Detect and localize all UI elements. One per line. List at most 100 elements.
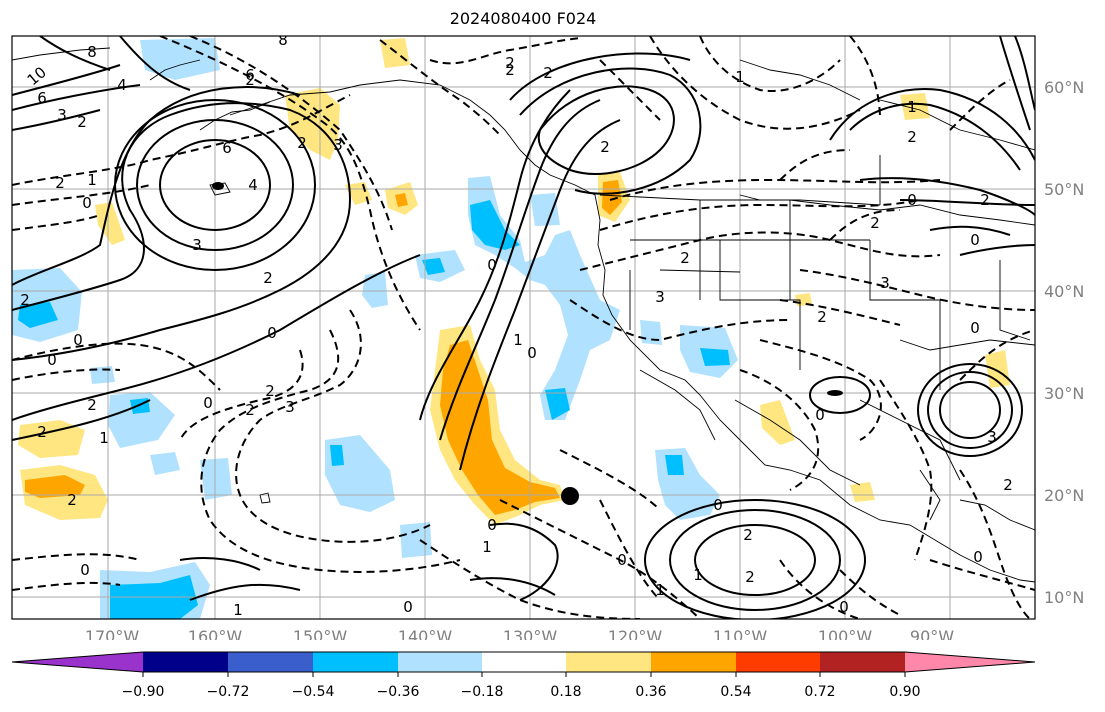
- shade-lightblue-area: [362, 272, 388, 308]
- contour-label: 3: [655, 288, 665, 306]
- contour-label: 1: [99, 429, 109, 447]
- contour-label: 2: [245, 71, 255, 89]
- contour-label: 8: [87, 43, 97, 61]
- map-title: 2024080400 F024: [449, 9, 597, 28]
- map-background: [12, 36, 1035, 619]
- contour-label: 2: [77, 113, 87, 131]
- lon-label: 140°W: [398, 627, 453, 640]
- shade-blue-area: [18, 302, 58, 328]
- colorbar-segment: [905, 652, 1035, 672]
- lat-label: 30°N: [1044, 384, 1084, 403]
- contour-label: 0: [73, 331, 83, 349]
- contour-label: 0: [487, 256, 497, 274]
- contour-label: 2: [297, 134, 307, 152]
- colorbar-segment: [651, 652, 736, 672]
- map-frame: [11, 35, 1036, 620]
- contour-label: 6: [37, 89, 47, 107]
- colorbar-tick-label: −0.72: [207, 684, 250, 700]
- lat-label: 40°N: [1044, 282, 1084, 301]
- contour-label: 0: [203, 394, 213, 412]
- shade-blue-area: [422, 258, 445, 275]
- contour-label: 1: [693, 566, 703, 584]
- contour-label: 2: [245, 401, 255, 419]
- contour-label: 2: [87, 396, 97, 414]
- contour-label: 2: [55, 174, 65, 192]
- shade-yellow-area: [985, 350, 1010, 388]
- longitude-labels: 170°W 160°W 150°W 140°W 130°W 120°W 110°…: [85, 627, 954, 640]
- colorbar-segment: [143, 652, 228, 672]
- contour-label: 3: [987, 428, 997, 446]
- contour-labels: 10 8 6 4 2 8 3 2 6 4 3 2 0 1 2 0 6 2 3 2…: [20, 36, 1013, 619]
- shade-blue-area: [665, 455, 684, 475]
- contour-label: 2: [1003, 476, 1013, 494]
- contour-label: 0: [713, 496, 723, 514]
- contour-label: 2: [680, 249, 690, 267]
- contour-label: 4: [248, 176, 258, 194]
- shade-blue-area: [470, 200, 520, 250]
- contour-label: 0: [970, 319, 980, 337]
- shade-yellow-area: [900, 93, 930, 120]
- contour-center-dot: [212, 182, 224, 190]
- colorbar-segments: [11, 651, 1036, 673]
- shade-yellow-area: [18, 420, 85, 458]
- colorbar-tick-label: −0.90: [122, 684, 165, 700]
- colorbar-segment: [482, 652, 566, 672]
- contour-label: 0: [907, 191, 917, 209]
- contour-label: 3: [285, 398, 295, 416]
- contour-label: 1: [233, 601, 243, 619]
- lon-label: 170°W: [85, 627, 140, 640]
- contour-label: 2: [265, 382, 275, 400]
- lon-label: 90°W: [910, 627, 954, 640]
- contour-label: 2: [870, 214, 880, 232]
- contour-label: 3: [880, 274, 890, 292]
- shade-orange-area: [395, 193, 408, 207]
- colorbar-tick-label: −0.36: [377, 684, 420, 700]
- colorbar-segment: [398, 652, 482, 672]
- contour-label: 0: [80, 561, 90, 579]
- contour-label: 2: [817, 308, 827, 326]
- colorbar: −0.90 −0.72 −0.54 −0.36 −0.18 0.18 0.36 …: [11, 651, 1036, 700]
- colorbar-segment: [566, 652, 651, 672]
- shade-yellow-area: [380, 38, 410, 68]
- contour-label: 0: [973, 548, 983, 566]
- dashed-contours: [12, 36, 1035, 619]
- contour-label: 2: [743, 526, 753, 544]
- lat-label: 10°N: [1044, 588, 1084, 607]
- contour-label: 1: [907, 98, 917, 116]
- lon-label: 120°W: [608, 627, 663, 640]
- colorbar-tick-label: −0.18: [461, 684, 504, 700]
- contour-label: 2: [543, 64, 553, 82]
- contour-label: 1: [482, 538, 492, 556]
- contour-label: 0: [403, 598, 413, 616]
- lon-label: 160°W: [188, 627, 243, 640]
- lon-label: 130°W: [503, 627, 558, 640]
- shade-blue-area: [330, 445, 344, 466]
- contour-label: 0: [267, 324, 277, 342]
- shade-lightblue-area: [530, 193, 560, 226]
- contour-label: 6: [222, 139, 232, 157]
- colorbar-segment: [820, 652, 905, 672]
- contour-label: 1: [87, 171, 97, 189]
- shade-blue-area: [700, 348, 730, 366]
- lon-label: 150°W: [293, 627, 348, 640]
- lon-label: 110°W: [713, 627, 768, 640]
- contour-label: 0: [487, 516, 497, 534]
- contour-label: 0: [47, 351, 57, 369]
- shade-orange-area: [440, 340, 560, 515]
- contour-label: 2: [980, 191, 990, 209]
- shade-lightblue-area: [200, 458, 232, 500]
- shade-yellow-area: [95, 202, 125, 245]
- coastlines: [12, 47, 1035, 583]
- shade-lightblue-area: [150, 452, 180, 475]
- storm-center-marker: [561, 487, 579, 505]
- colorbar-segment: [12, 652, 143, 672]
- colorbar-tick-label: 0.90: [889, 684, 920, 700]
- colorbar-tick-label: 0.18: [550, 684, 581, 700]
- colorbar-tick-labels: −0.90 −0.72 −0.54 −0.36 −0.18 0.18 0.36 …: [122, 684, 921, 700]
- colorbar-segment: [228, 652, 313, 672]
- contour-label: 2: [505, 61, 515, 79]
- colorbar-tick-label: −0.54: [292, 684, 335, 700]
- shade-lightblue-area: [640, 320, 662, 345]
- contour-label: 4: [117, 76, 127, 94]
- shade-yellow-area: [345, 182, 372, 205]
